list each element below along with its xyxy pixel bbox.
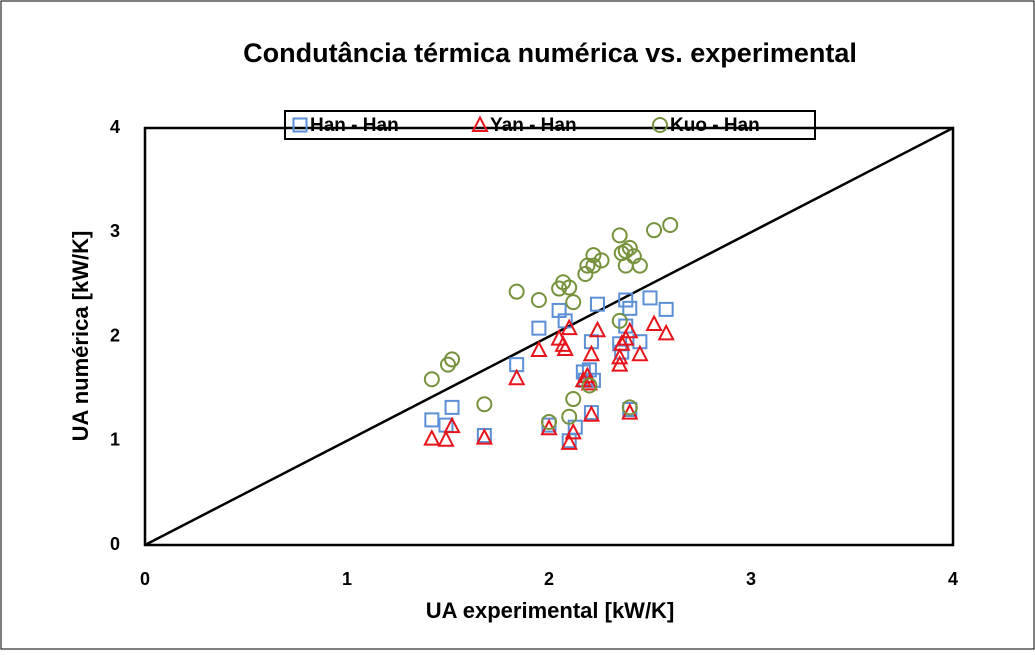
circle-marker — [621, 239, 638, 256]
circle-marker — [440, 356, 456, 373]
circle-marker — [611, 227, 628, 244]
y-tick-label: 3 — [110, 221, 120, 241]
circle-marker — [662, 216, 679, 233]
triangle-marker — [508, 368, 526, 386]
triangle-marker — [580, 373, 599, 391]
square-marker — [424, 412, 440, 428]
y-tick-label: 2 — [110, 325, 120, 345]
triangle-marker — [621, 402, 639, 420]
circle-marker — [585, 257, 602, 274]
circle-marker — [541, 413, 557, 430]
triangle-marker — [613, 334, 631, 351]
circle-marker — [631, 257, 648, 274]
circle-marker — [585, 247, 602, 264]
circle-marker — [593, 252, 610, 269]
circle-marker — [565, 294, 582, 311]
circle-marker — [577, 265, 594, 282]
circle-marker — [530, 292, 547, 309]
circle-marker — [561, 279, 578, 296]
circle-marker — [581, 377, 598, 394]
circle-marker — [444, 351, 461, 368]
square-marker — [618, 292, 634, 308]
triangle-marker — [560, 318, 578, 336]
y-axis-label: UA numérica [kW/K] — [68, 231, 93, 442]
x-axis-label: UA experimental [kW/K] — [426, 598, 675, 623]
circle-marker — [611, 312, 628, 329]
chart-title: Condutância térmica numérica vs. experim… — [243, 38, 857, 68]
circle-marker — [621, 399, 638, 416]
triangle-marker — [588, 320, 607, 338]
triangle-marker — [657, 323, 675, 341]
y-tick-label: 0 — [110, 534, 120, 554]
triangle-marker — [645, 314, 663, 331]
legend-box — [284, 110, 816, 140]
circle-marker — [508, 283, 525, 300]
triangle-marker — [437, 430, 455, 447]
reference-line — [144, 126, 954, 547]
y-tick-label: 4 — [110, 117, 120, 137]
circle-marker — [565, 391, 582, 408]
square-marker — [444, 399, 460, 415]
circle-marker — [423, 371, 440, 388]
triangle-marker — [582, 344, 601, 362]
triangle-marker — [631, 344, 649, 362]
square-marker — [622, 300, 638, 316]
triangle-marker — [621, 321, 639, 339]
x-tick-label: 1 — [342, 569, 352, 589]
square-marker — [292, 117, 308, 133]
triangle-marker — [443, 416, 461, 434]
triangle-marker — [475, 427, 494, 445]
square-marker — [589, 296, 605, 312]
triangle-marker — [560, 433, 578, 450]
square-marker — [642, 290, 658, 306]
triangle-marker — [578, 366, 597, 384]
triangle-marker — [471, 115, 489, 132]
legend-label: Kuo - Han — [670, 115, 760, 136]
square-marker — [658, 301, 674, 317]
circle-marker — [476, 396, 493, 413]
triangle-marker — [423, 428, 441, 446]
plot-area — [143, 126, 955, 547]
x-tick-label: 0 — [140, 569, 150, 589]
x-tick-label: 2 — [544, 569, 554, 589]
triangle-marker — [530, 340, 548, 358]
legend-label: Han - Han — [310, 115, 399, 136]
triangle-marker — [611, 347, 629, 365]
x-tick-label: 4 — [948, 569, 958, 589]
triangle-marker — [556, 339, 574, 357]
circle-marker — [652, 117, 668, 133]
triangle-marker — [564, 422, 582, 440]
y-tick-label: 1 — [110, 430, 120, 450]
square-marker — [614, 344, 630, 360]
triangle-marker — [582, 405, 601, 422]
square-marker — [531, 320, 547, 336]
x-tick-label: 3 — [746, 569, 756, 589]
circle-marker — [646, 222, 663, 239]
circle-marker — [561, 408, 578, 425]
legend-label: Yan - Han — [490, 115, 577, 136]
